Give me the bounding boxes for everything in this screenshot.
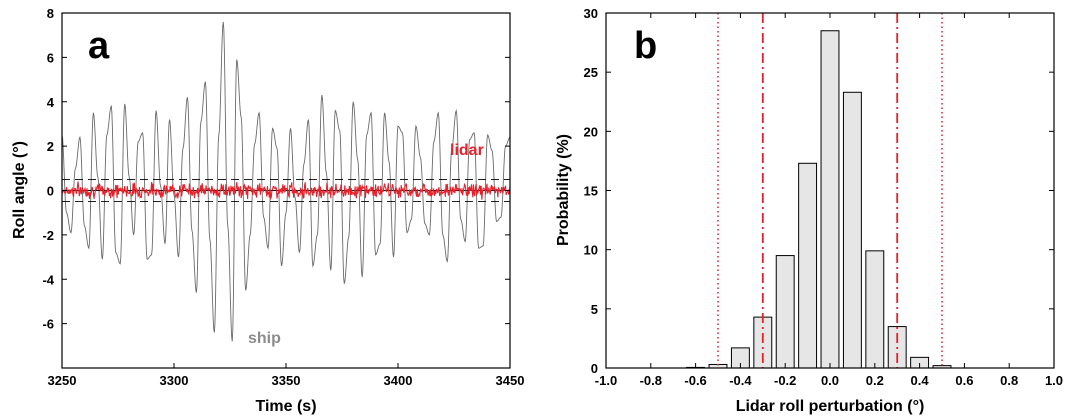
x-tick-label-3350: 3350 <box>272 373 301 388</box>
x-tick-label-3300: 3300 <box>160 373 189 388</box>
x-tick-label-0.2: 0.2 <box>866 373 884 388</box>
y-tick-label-8: 8 <box>47 6 54 21</box>
histogram-bar-7 <box>842 91 862 369</box>
x-tick-label--0.8: -0.8 <box>640 373 662 388</box>
y-tick-label-4: 4 <box>47 95 55 110</box>
histogram-bar-5 <box>798 162 818 369</box>
x-tick-label-0.8: 0.8 <box>1000 373 1018 388</box>
y-tick-label-5: 5 <box>591 302 598 317</box>
y-tick-label-20: 20 <box>584 124 598 139</box>
x-tick-label--0.4: -0.4 <box>729 373 752 388</box>
panel-b: -1.0 -0.8 -0.6 -0.4 -0.2 0.0 0.2 0.4 0.6 0.8 1.0 0 5… <box>555 6 1063 415</box>
y-tick-label-10: 10 <box>584 243 598 258</box>
panel-a-ticks: 3250 3300 3350 3400 3450 -6 -4 -2 0 2 4 6 8 <box>42 6 524 388</box>
lidar-series-label: lidar <box>450 142 484 159</box>
ship-series-label: ship <box>248 330 281 347</box>
x-tick-label-1.0: 1.0 <box>1045 373 1063 388</box>
x-tick-label-0.4: 0.4 <box>911 373 930 388</box>
x-tick-label-0.6: 0.6 <box>955 373 973 388</box>
ship-roll-line <box>61 21 511 342</box>
y-tick-label-2: 2 <box>47 139 54 154</box>
lidar-roll-line <box>61 181 511 201</box>
x-tick-label--1.0: -1.0 <box>595 373 617 388</box>
panel-b-ticks: -1.0 -0.8 -0.6 -0.4 -0.2 0.0 0.2 0.4 0.6 0.8 1.0 0 5… <box>584 6 1064 388</box>
panel-a-plot-content <box>61 21 511 342</box>
y-tick-label-25: 25 <box>584 65 598 80</box>
panel-a-ylabel: Roll angle (°) <box>11 141 28 239</box>
panel-b-xlabel: Lidar roll perturbation (°) <box>736 398 925 415</box>
y-tick-label-0: 0 <box>591 361 598 376</box>
x-tick-label-0.0: 0.0 <box>821 373 839 388</box>
panel-b-ylabel: Probability (%) <box>555 134 572 246</box>
x-tick-label--0.2: -0.2 <box>774 373 796 388</box>
panel-a-xlabel: Time (s) <box>255 398 316 415</box>
y-tick-label-6: 6 <box>47 50 54 65</box>
x-tick-label-3250: 3250 <box>48 373 77 388</box>
panel-a-letter: a <box>88 25 110 67</box>
y-tick-label--2: -2 <box>42 228 54 243</box>
histogram-bar-6 <box>820 30 840 369</box>
panel-b-plot-content <box>686 13 952 369</box>
y-tick-label--6: -6 <box>42 317 54 332</box>
y-tick-label-15: 15 <box>584 184 598 199</box>
y-tick-label-30: 30 <box>584 6 598 21</box>
x-tick-label-3450: 3450 <box>496 373 525 388</box>
x-tick-label-3400: 3400 <box>384 373 413 388</box>
y-tick-label-0: 0 <box>47 184 54 199</box>
x-tick-label--0.6: -0.6 <box>684 373 706 388</box>
histogram-bar-8 <box>865 250 885 369</box>
panel-b-letter: b <box>634 25 657 67</box>
histogram-bar-4 <box>775 255 795 369</box>
y-tick-label--4: -4 <box>42 272 54 287</box>
